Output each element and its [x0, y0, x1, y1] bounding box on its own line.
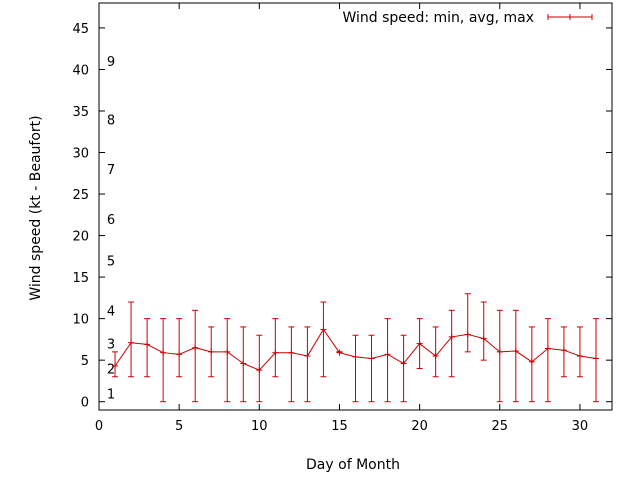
error-bar: [224, 318, 231, 403]
y-tick-label: 40: [72, 63, 89, 78]
data-point: [368, 355, 375, 362]
data-point: [240, 360, 247, 367]
data-point: [176, 351, 183, 358]
x-tick-label: 15: [331, 419, 348, 434]
data-point: [560, 347, 567, 354]
beaufort-label: 7: [107, 163, 115, 178]
y-tick-label: 20: [72, 230, 89, 245]
error-bars: [112, 293, 599, 403]
error-bar: [432, 326, 439, 378]
series-line-group: [112, 326, 599, 374]
data-point: [336, 349, 343, 356]
data-point: [128, 339, 135, 346]
x-tick-label: 20: [411, 419, 428, 434]
y-axis-label: Wind speed (kt - Beaufort): [28, 115, 44, 300]
data-point: [480, 335, 487, 342]
error-bar: [400, 334, 407, 403]
data-point: [400, 360, 407, 367]
error-bar: [464, 293, 471, 353]
data-point: [160, 349, 167, 356]
error-bar: [272, 318, 279, 378]
y-tick-label: 25: [72, 188, 89, 203]
error-bar: [128, 301, 135, 378]
data-point: [464, 331, 471, 338]
beaufort-label: 9: [107, 55, 115, 70]
beaufort-label: 2: [107, 362, 115, 377]
data-point: [576, 353, 583, 360]
data-point: [304, 353, 311, 360]
x-tick-label: 10: [251, 419, 268, 434]
data-point: [192, 344, 199, 351]
beaufort-label: 8: [107, 113, 115, 128]
error-bar: [160, 318, 167, 403]
data-point: [544, 345, 551, 352]
beaufort-label: 3: [107, 338, 115, 353]
error-bar: [176, 318, 183, 378]
beaufort-label: 5: [107, 254, 115, 269]
y-tick-label: 35: [72, 105, 89, 120]
data-point: [288, 349, 295, 356]
legend: Wind speed: min, avg, max: [342, 10, 593, 26]
data-point: [592, 355, 599, 362]
error-bar: [480, 301, 487, 361]
x-tick-label: 25: [492, 419, 509, 434]
data-point: [384, 351, 391, 358]
data-point: [112, 362, 119, 369]
data-point: [256, 367, 263, 374]
error-bar: [144, 318, 151, 378]
y-tick-label: 30: [72, 147, 89, 162]
plot-frame: [98, 2, 613, 411]
error-bar: [352, 334, 359, 403]
x-tick-label: 30: [572, 419, 589, 434]
x-tick-label: 0: [95, 419, 103, 434]
error-bar: [288, 326, 295, 403]
data-point: [144, 341, 151, 348]
error-bar: [448, 309, 455, 378]
data-point: [352, 353, 359, 360]
data-point: [208, 348, 215, 355]
y-tick-label: 0: [81, 396, 89, 411]
data-point: [416, 340, 423, 347]
error-bar: [320, 301, 327, 378]
beaufort-label: 4: [107, 304, 115, 319]
error-bar: [496, 309, 503, 403]
error-bar: [512, 309, 519, 403]
data-point: [224, 348, 231, 355]
data-point: [432, 353, 439, 360]
data-point: [512, 348, 519, 355]
beaufort-label: 6: [107, 213, 115, 228]
beaufort-label: 1: [107, 387, 115, 402]
x-tick-label: 5: [175, 419, 183, 434]
y-tick-label: 10: [72, 313, 89, 328]
y-tick-label: 45: [72, 22, 89, 37]
error-bar: [192, 309, 199, 403]
data-point: [496, 348, 503, 355]
data-point: [448, 333, 455, 340]
error-bar: [544, 318, 551, 403]
data-point: [272, 349, 279, 356]
error-bar: [304, 326, 311, 403]
legend-entry-label: Wind speed: min, avg, max: [342, 10, 534, 26]
error-bar: [576, 326, 583, 378]
x-axis-label: Day of Month: [306, 457, 400, 473]
error-bar: [384, 318, 391, 403]
data-point: [528, 358, 535, 365]
error-bar: [368, 334, 375, 403]
y-tick-label: 5: [81, 354, 89, 369]
data-point: [320, 326, 327, 333]
beaufort-scale-labels: 1 2 3 4 5 6 7 8 9: [107, 55, 115, 402]
y-tick-label: 15: [72, 271, 89, 286]
